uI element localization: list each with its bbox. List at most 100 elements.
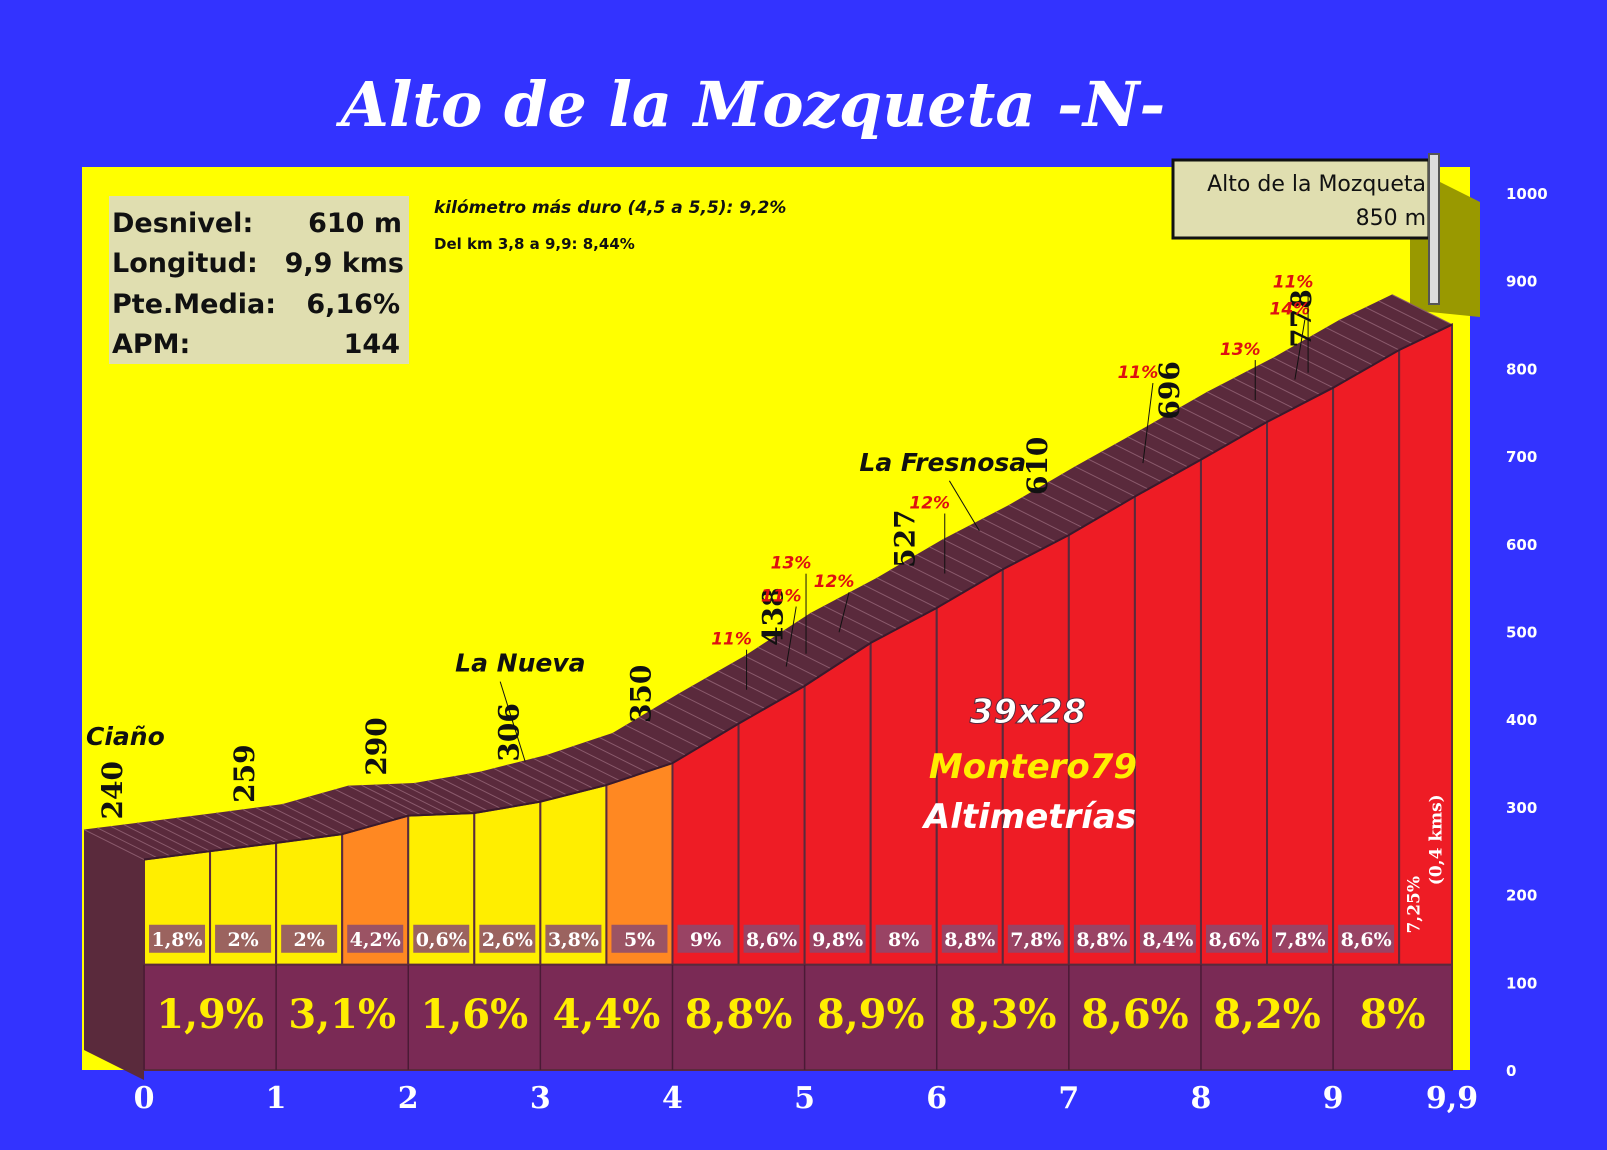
segment-gradient-label: 8,8% <box>1076 929 1127 951</box>
axis-layer: 0 1 2 3 4 5 6 7 8 9 9,9 0 100 200 300 400 500 600 700 800 90… <box>134 185 1548 1116</box>
segment-label-bg <box>149 924 206 953</box>
road-hatch <box>268 805 330 837</box>
chart-title: Alto de la Mozqueta -N- <box>336 68 1166 141</box>
steep-label: 11% <box>711 630 752 650</box>
road-hatch <box>149 820 211 852</box>
altitude-label: 610 <box>1021 437 1054 495</box>
road-hatch <box>1246 370 1307 402</box>
road-hatch <box>876 577 937 609</box>
segment-gradient-label: 7,8% <box>1010 929 1061 951</box>
profile-line <box>143 323 1453 861</box>
segment-gradient-label: 8,4% <box>1142 929 1193 951</box>
steep-label: 13% <box>1220 340 1261 360</box>
road-hatch <box>678 693 739 725</box>
road-hatch <box>466 773 528 805</box>
summit-name: Alto de la Mozqueta <box>1207 172 1426 197</box>
road-hatch <box>691 685 752 717</box>
segment-gradient-label: 2% <box>294 929 325 951</box>
segment-gradient-label: 1,8% <box>151 929 202 951</box>
stats-box: Desnivel: 610 m Longitud: 9,9 kms Pte.Me… <box>109 196 409 364</box>
road-hatch <box>440 778 501 809</box>
x-tick-label: 5 <box>794 1081 815 1116</box>
road-surface <box>84 294 1452 860</box>
road-hatch <box>506 764 568 796</box>
road-hatch <box>480 771 541 803</box>
road-hatch <box>651 708 713 740</box>
left-side-wall <box>84 829 144 1080</box>
steep-leader <box>785 606 797 667</box>
road-hatch <box>519 761 581 793</box>
segment-bar <box>1266 386 1335 966</box>
km-gradient-label: 8,8% <box>685 991 793 1038</box>
road-hatch <box>361 784 422 816</box>
road-hatch <box>1272 357 1334 389</box>
road-hatch <box>321 792 383 824</box>
km-gradient-label: 1,6% <box>420 991 528 1038</box>
road-hatch <box>704 678 766 709</box>
road-hatch <box>1193 398 1255 430</box>
road-hatch <box>1391 294 1453 325</box>
road-hatch <box>387 783 449 815</box>
brand-label: Altimetrías <box>921 797 1136 837</box>
road-hatch <box>1286 349 1347 381</box>
place-leader <box>499 681 526 762</box>
place-label: La Fresnosa <box>859 448 1026 477</box>
segment-gradient-label: 7,25% <box>1405 876 1425 934</box>
road-hatch <box>1352 313 1413 345</box>
stat-pte-media-label: Pte.Media: <box>112 289 276 320</box>
road-hatch <box>308 796 369 828</box>
road-hatch <box>110 825 171 857</box>
summit-altitude: 850 m <box>1356 206 1426 231</box>
road-hatch <box>83 829 145 860</box>
stat-longitud-label: Longitud: <box>112 248 258 279</box>
gear-label: 39x28 <box>970 692 1087 732</box>
road-hatch <box>176 817 237 849</box>
segment-label-bg <box>941 924 998 953</box>
road-hatch <box>163 819 224 850</box>
segment-label-bg <box>611 924 668 953</box>
stats-box-bg <box>109 196 409 364</box>
y-tick-label: 0 <box>1506 1062 1516 1080</box>
road-hatch <box>136 822 198 854</box>
y-tick-label: 800 <box>1506 360 1537 378</box>
stat-desnivel-value: 610 m <box>308 208 402 239</box>
segment-label-bg <box>1206 924 1262 953</box>
summit-pole <box>1428 153 1440 305</box>
road-hatch <box>96 827 158 859</box>
segment-label-bg <box>1073 924 1130 953</box>
segment-gradient-label: 9,8% <box>812 929 863 951</box>
segment-gradient-label: 8% <box>888 929 919 951</box>
summit-sign-box <box>1171 158 1431 240</box>
stat-apm-value: 144 <box>344 329 400 360</box>
km-gradient-label: 8,9% <box>817 991 925 1038</box>
road-hatch <box>493 767 554 799</box>
segment-label-bg <box>413 924 470 953</box>
km-gradient-label: 3,1% <box>288 991 396 1038</box>
segment-label-bg <box>875 924 932 953</box>
segment-label-bg <box>545 924 602 953</box>
place-label: La Nueva <box>455 649 585 678</box>
road-hatch <box>242 808 303 840</box>
y-tick-label: 900 <box>1506 273 1537 291</box>
segment-bar <box>737 684 806 966</box>
steep-label: 11% <box>761 587 802 607</box>
road-hatch <box>1021 496 1083 528</box>
road-hatch <box>784 629 845 661</box>
author-label: Montero79 <box>929 747 1137 787</box>
road-hatch <box>889 569 951 601</box>
road-hatch <box>334 788 396 820</box>
steep-label: 12% <box>814 572 855 592</box>
segment-label-bg <box>281 924 338 953</box>
segment-bar <box>1332 348 1401 966</box>
road-hatch <box>400 783 462 815</box>
segment-label-bg <box>1272 924 1329 953</box>
segment-label-bg <box>743 924 800 953</box>
steep-leader <box>1142 382 1154 464</box>
road-hatch <box>995 511 1056 543</box>
road-hatch <box>1365 306 1426 338</box>
road-hatch <box>1180 406 1241 438</box>
road-hatch <box>1378 300 1440 332</box>
segment-bar <box>803 641 872 966</box>
road-hatch <box>559 750 620 782</box>
road-hatch <box>215 812 277 844</box>
